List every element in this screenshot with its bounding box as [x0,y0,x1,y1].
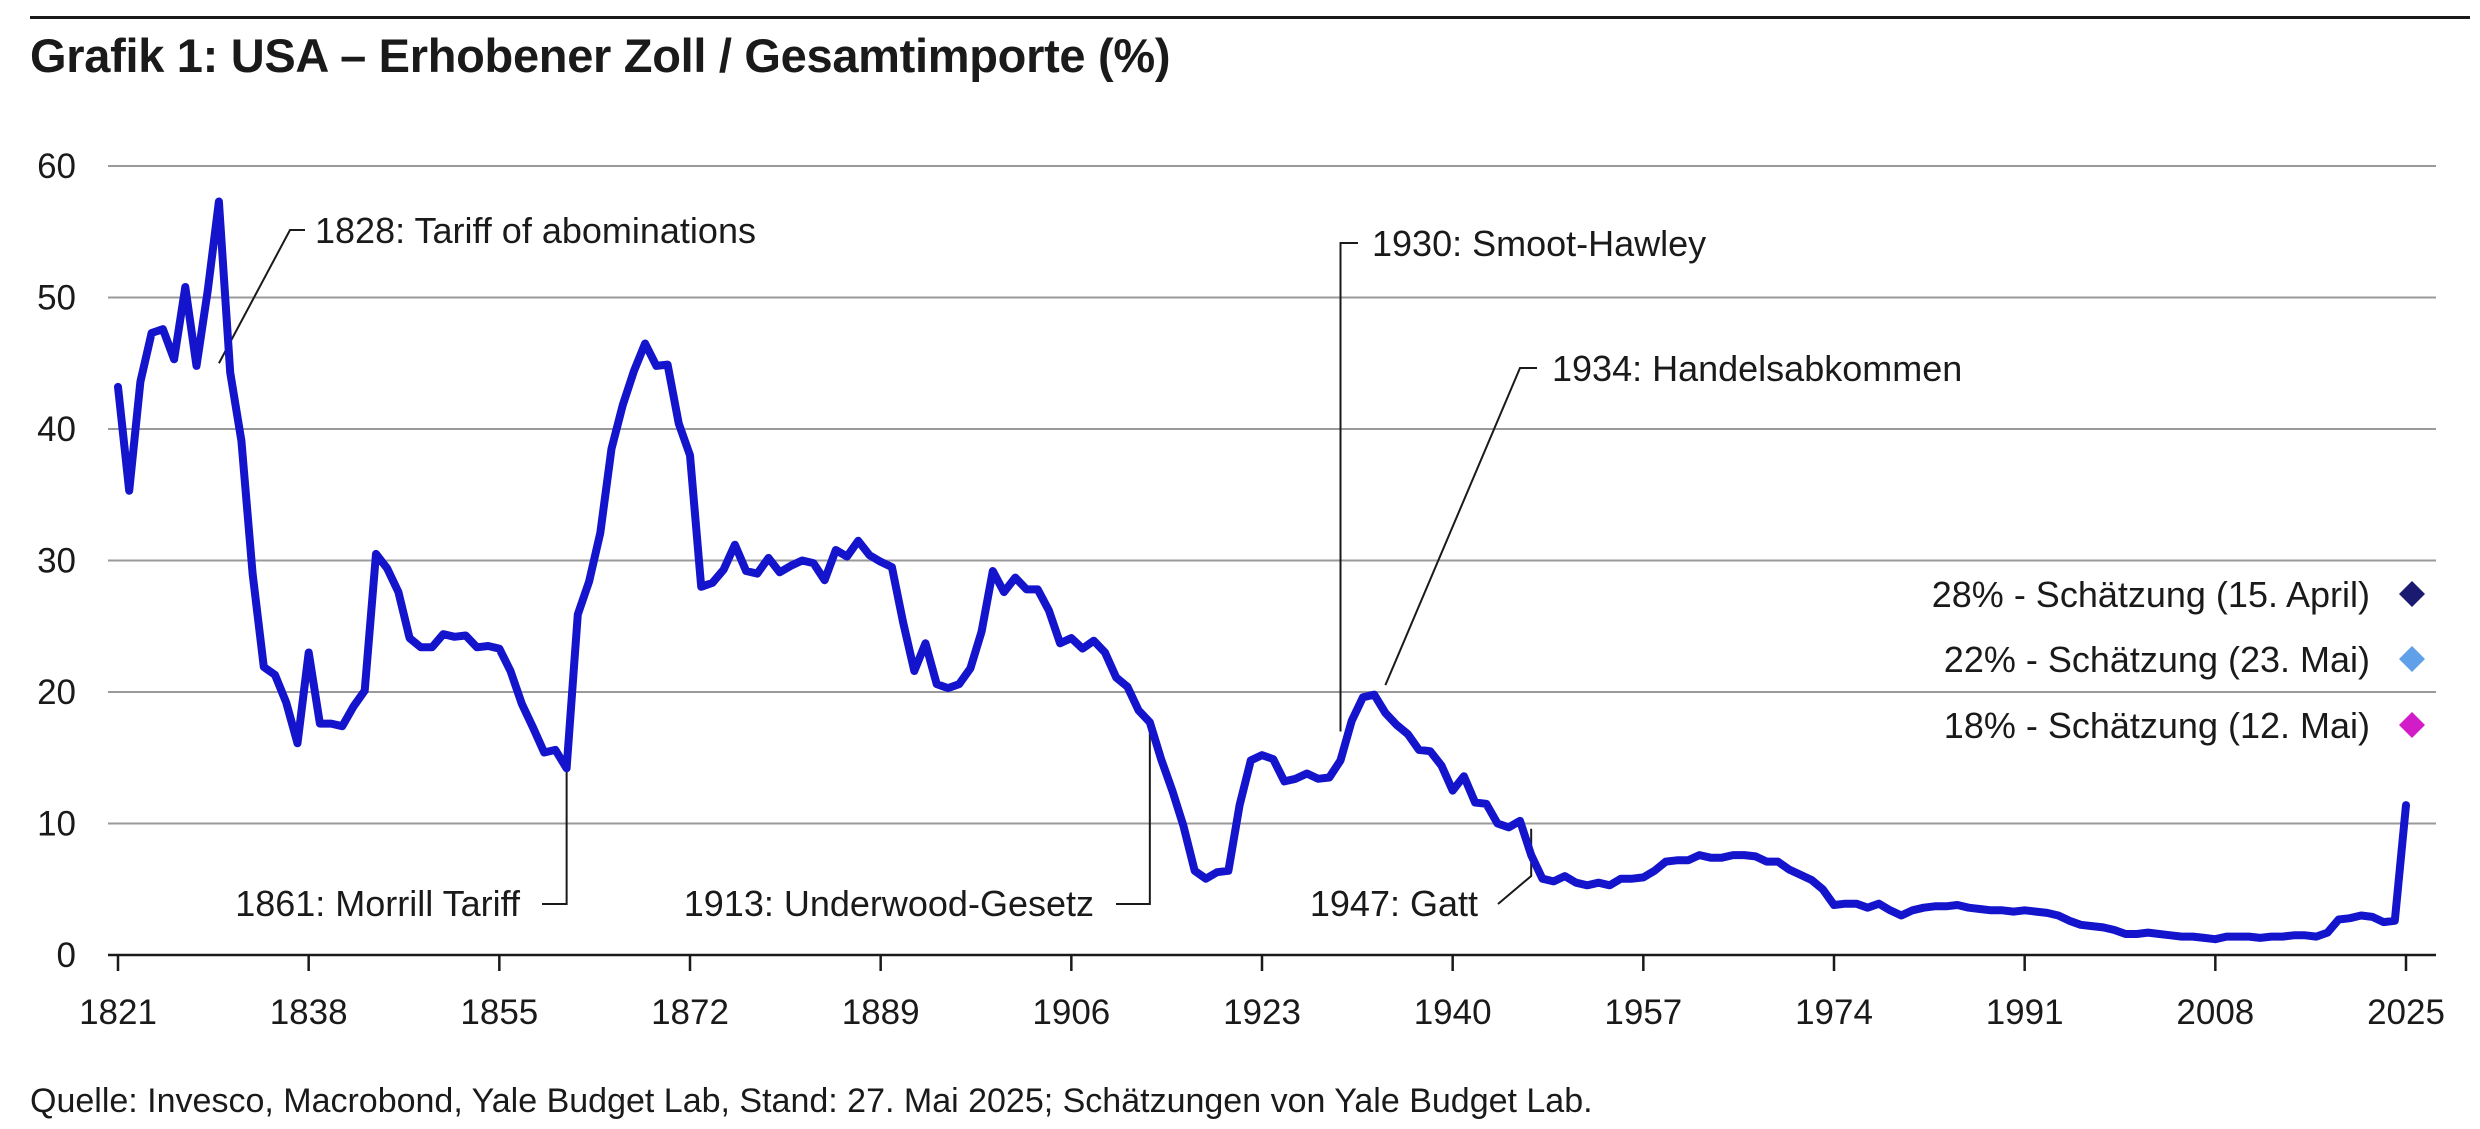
y-tick-label-0: 0 [57,936,76,975]
x-tick-label-1838: 1838 [270,993,348,1032]
top-rule [30,16,2470,19]
x-tick-label-1872: 1872 [651,993,729,1032]
y-tick-label-30: 30 [37,542,76,581]
y-tick-label-40: 40 [37,410,76,449]
annotation-leader-1913 [1116,731,1151,905]
annotation-leader-1828 [218,229,305,364]
y-tick-label-20: 20 [37,673,76,712]
series-layer [114,197,2410,944]
y-tick-label-60: 60 [37,147,76,186]
x-tick-label-1974: 1974 [1795,993,1873,1032]
y-tick-label-50: 50 [37,279,76,318]
x-tick-label-1991: 1991 [1986,993,2064,1032]
legend-label-2: 18% - Schätzung (12. Mai) [1944,705,2370,746]
source-note: Quelle: Invesco, Macrobond, Yale Budget … [30,1082,1593,1120]
series-line-0 [114,197,2410,944]
annotations: 1828: Tariff of abominations 1861: Morril… [218,210,1962,924]
y-tick-labels: 0 10 20 30 40 50 60 [37,147,76,975]
x-tick-label-2025: 2025 [2367,993,2445,1032]
annotation-label-1947: 1947: Gatt [1310,883,1478,924]
gridlines [108,165,2436,825]
legend-marker-1 [2399,646,2425,672]
legend-marker-2 [2399,712,2425,738]
chart-title: Grafik 1: USA – Erhobener Zoll / Gesamti… [30,29,1171,82]
x-tick-label-2008: 2008 [2176,993,2254,1032]
legend-label-0: 28% - Schätzung (15. April) [1932,574,2370,615]
x-tick-label-1855: 1855 [460,993,538,1032]
legend-marker-0 [2399,581,2425,607]
x-tick-label-1889: 1889 [842,993,920,1032]
annotation-label-1861: 1861: Morrill Tariff [235,883,521,924]
annotation-label-1934: 1934: Handelsabkommen [1552,348,1962,389]
x-tick-label-1906: 1906 [1032,993,1110,1032]
legend-label-1: 22% - Schätzung (23. Mai) [1944,639,2370,680]
annotation-leader-1934 [1384,367,1537,686]
annotation-label-1930: 1930: Smoot-Hawley [1372,223,1706,264]
annotation-label-1913: 1913: Underwood-Gesetz [684,883,1094,924]
x-tick-label-1940: 1940 [1414,993,1492,1032]
x-tick-label-1923: 1923 [1223,993,1301,1032]
x-tick-label-1821: 1821 [79,993,157,1032]
y-tick-label-10: 10 [37,805,76,844]
legend: 28% - Schätzung (15. April) 22% - Schätzu… [1932,574,2425,746]
annotation-label-1828: 1828: Tariff of abominations [315,210,756,251]
annotation-leader-1861 [542,752,568,905]
annotation-leader-1930 [1339,242,1358,732]
x-axis [108,953,2436,971]
x-tick-labels: 1821 1838 1855 1872 1889 1906 1923 1940 1957 1974… [79,993,2445,1032]
x-tick-label-1957: 1957 [1604,993,1682,1032]
